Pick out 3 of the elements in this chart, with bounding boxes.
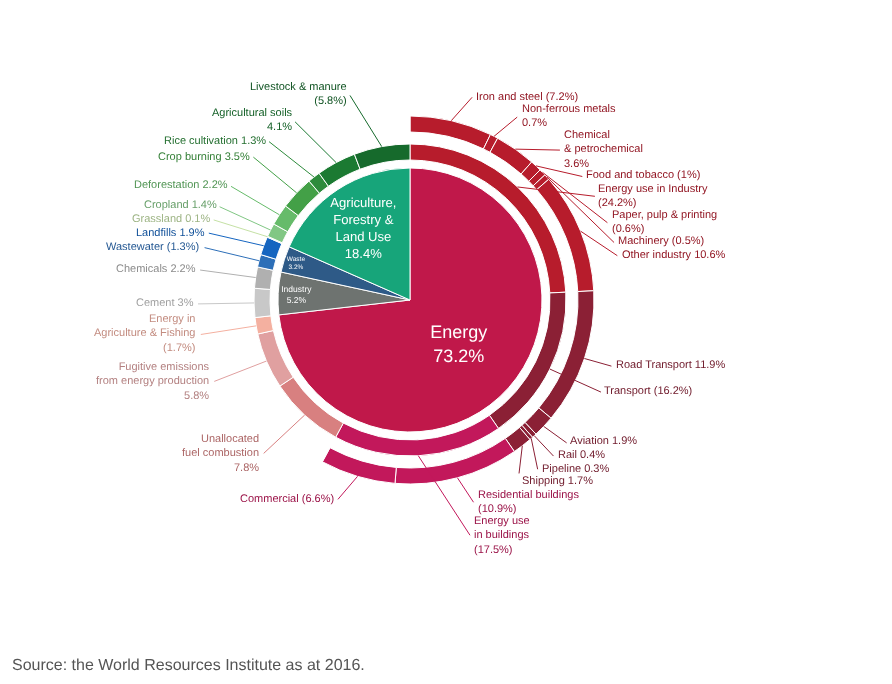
slice-label: Energy bbox=[430, 322, 489, 343]
source-note: Source: the World Resources Institute as at 2016. bbox=[12, 656, 365, 674]
data-label: 73.2% bbox=[433, 345, 485, 366]
